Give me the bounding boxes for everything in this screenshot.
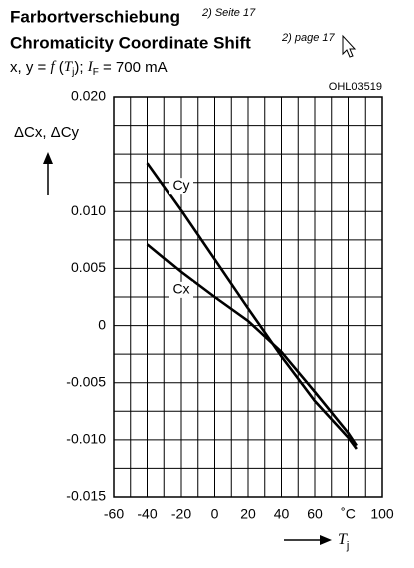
axis-arrow-head: [43, 152, 53, 164]
x-tick-label: -60: [104, 506, 124, 522]
subtitle-part: j: [71, 67, 74, 78]
y-tick-label: 0.010: [71, 202, 106, 218]
chart-title: Farbortverschiebung: [10, 7, 180, 26]
series-line: [146, 243, 358, 447]
y-axis-label: ΔCx, ΔCy: [14, 124, 80, 141]
x-axis-label-part: j: [346, 540, 349, 552]
x-tick-label: -40: [137, 506, 157, 522]
subtitle: x, y = f (Tj); IF = 700 mA: [10, 59, 168, 78]
subtitle-part: );: [74, 59, 87, 76]
x-tick-label: ˚C: [341, 506, 356, 522]
subtitle-part: F: [93, 67, 99, 78]
y-tick-label: 0.005: [71, 259, 106, 275]
series-label: Cy: [172, 177, 189, 193]
subtitle-part: (: [55, 59, 64, 76]
x-tick-label: 20: [240, 506, 256, 522]
label-background: [169, 178, 193, 195]
subtitle-part: T: [64, 59, 74, 75]
y-tick-label: 0.020: [71, 88, 106, 104]
subtitle-part: x, y =: [10, 59, 50, 76]
chart-title: Chromaticity Coordinate Shift: [10, 33, 251, 52]
y-tick-label: -0.005: [66, 373, 106, 389]
y-tick-label: -0.010: [66, 431, 106, 447]
subtitle-part: I: [87, 59, 94, 75]
label-background: [169, 281, 193, 298]
axis-arrow-head: [320, 535, 332, 545]
x-axis-label-part: T: [338, 531, 348, 548]
x-tick-label: -20: [171, 506, 191, 522]
title-note: 2) page 17: [281, 32, 335, 44]
x-tick-label: 100: [370, 506, 394, 522]
x-axis-label: Tj: [338, 531, 349, 552]
x-tick-label: 40: [274, 506, 290, 522]
cursor-icon: [342, 34, 357, 58]
subtitle-part: = 700 mA: [99, 59, 168, 76]
figure-code: OHL03519: [329, 81, 382, 93]
series-label: Cx: [172, 281, 189, 297]
y-tick-label: 0: [98, 316, 106, 332]
y-tick-label: -0.015: [66, 488, 106, 504]
series-line: [146, 162, 358, 450]
plot-frame: [113, 96, 383, 498]
title-note: 2) Seite 17: [201, 7, 256, 19]
x-tick-label: 0: [211, 506, 219, 522]
x-tick-label: 60: [307, 506, 323, 522]
subtitle-part: f: [50, 59, 56, 75]
